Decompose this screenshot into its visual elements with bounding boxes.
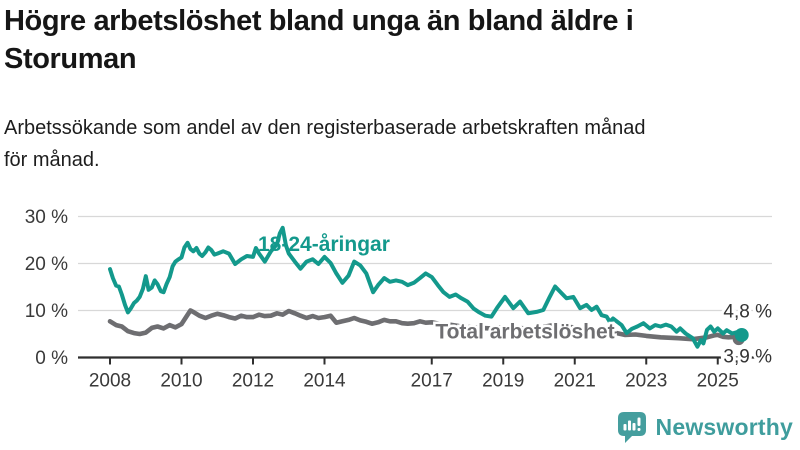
series-line-0 xyxy=(107,308,745,342)
page-title: Högre arbetslöshet bland unga än bland ä… xyxy=(4,3,796,78)
y-tick-label: 10 % xyxy=(25,301,68,322)
series-end-dot-1 xyxy=(734,327,749,342)
chart-subtitle-line-1: Arbetssökande som andel av den registerb… xyxy=(4,117,646,139)
x-tick-label: 2023 xyxy=(625,371,667,392)
x-tick-label: 2017 xyxy=(411,371,453,392)
page-title-line-1: Högre arbetslöshet bland unga än bland ä… xyxy=(4,5,634,37)
series-end-value-label-0: 3,9 % xyxy=(723,347,772,368)
x-tick-label: 2014 xyxy=(303,371,346,392)
series-name-label-1: 18-24-åringar xyxy=(258,233,390,256)
x-tick-label: 2019 xyxy=(482,371,524,392)
x-tick-label: 2025 xyxy=(697,371,739,392)
page-title-line-2: Storuman xyxy=(4,42,137,75)
newsworthy-logo: Newsworthy xyxy=(617,411,793,444)
unemployment-line-chart: 0 % 10 % 20 % 30 % 2008 2010 2012 2014 2017 2019 2… xyxy=(25,207,775,392)
newsworthy-wordmark: Newsworthy xyxy=(655,414,793,440)
x-tick-label: 2012 xyxy=(232,371,274,392)
x-tick-label: 2010 xyxy=(160,371,202,392)
y-tick-label: 30 % xyxy=(25,207,68,228)
series-name-label-0: Total arbetslöshet xyxy=(435,321,614,344)
chart-subtitle: Arbetssökande som andel av den registerb… xyxy=(4,112,796,176)
chart-subtitle-line-2: för månad. xyxy=(4,149,100,171)
newsworthy-speech-bubble-bar-chart-icon xyxy=(617,412,646,443)
y-tick-label: 0 % xyxy=(35,348,68,369)
x-tick-label: 2008 xyxy=(89,371,131,392)
y-tick-label: 20 % xyxy=(25,254,68,275)
x-tick-label: 2021 xyxy=(554,371,596,392)
series-line-1 xyxy=(108,225,744,349)
series-end-value-label-1: 4,8 % xyxy=(723,302,772,323)
